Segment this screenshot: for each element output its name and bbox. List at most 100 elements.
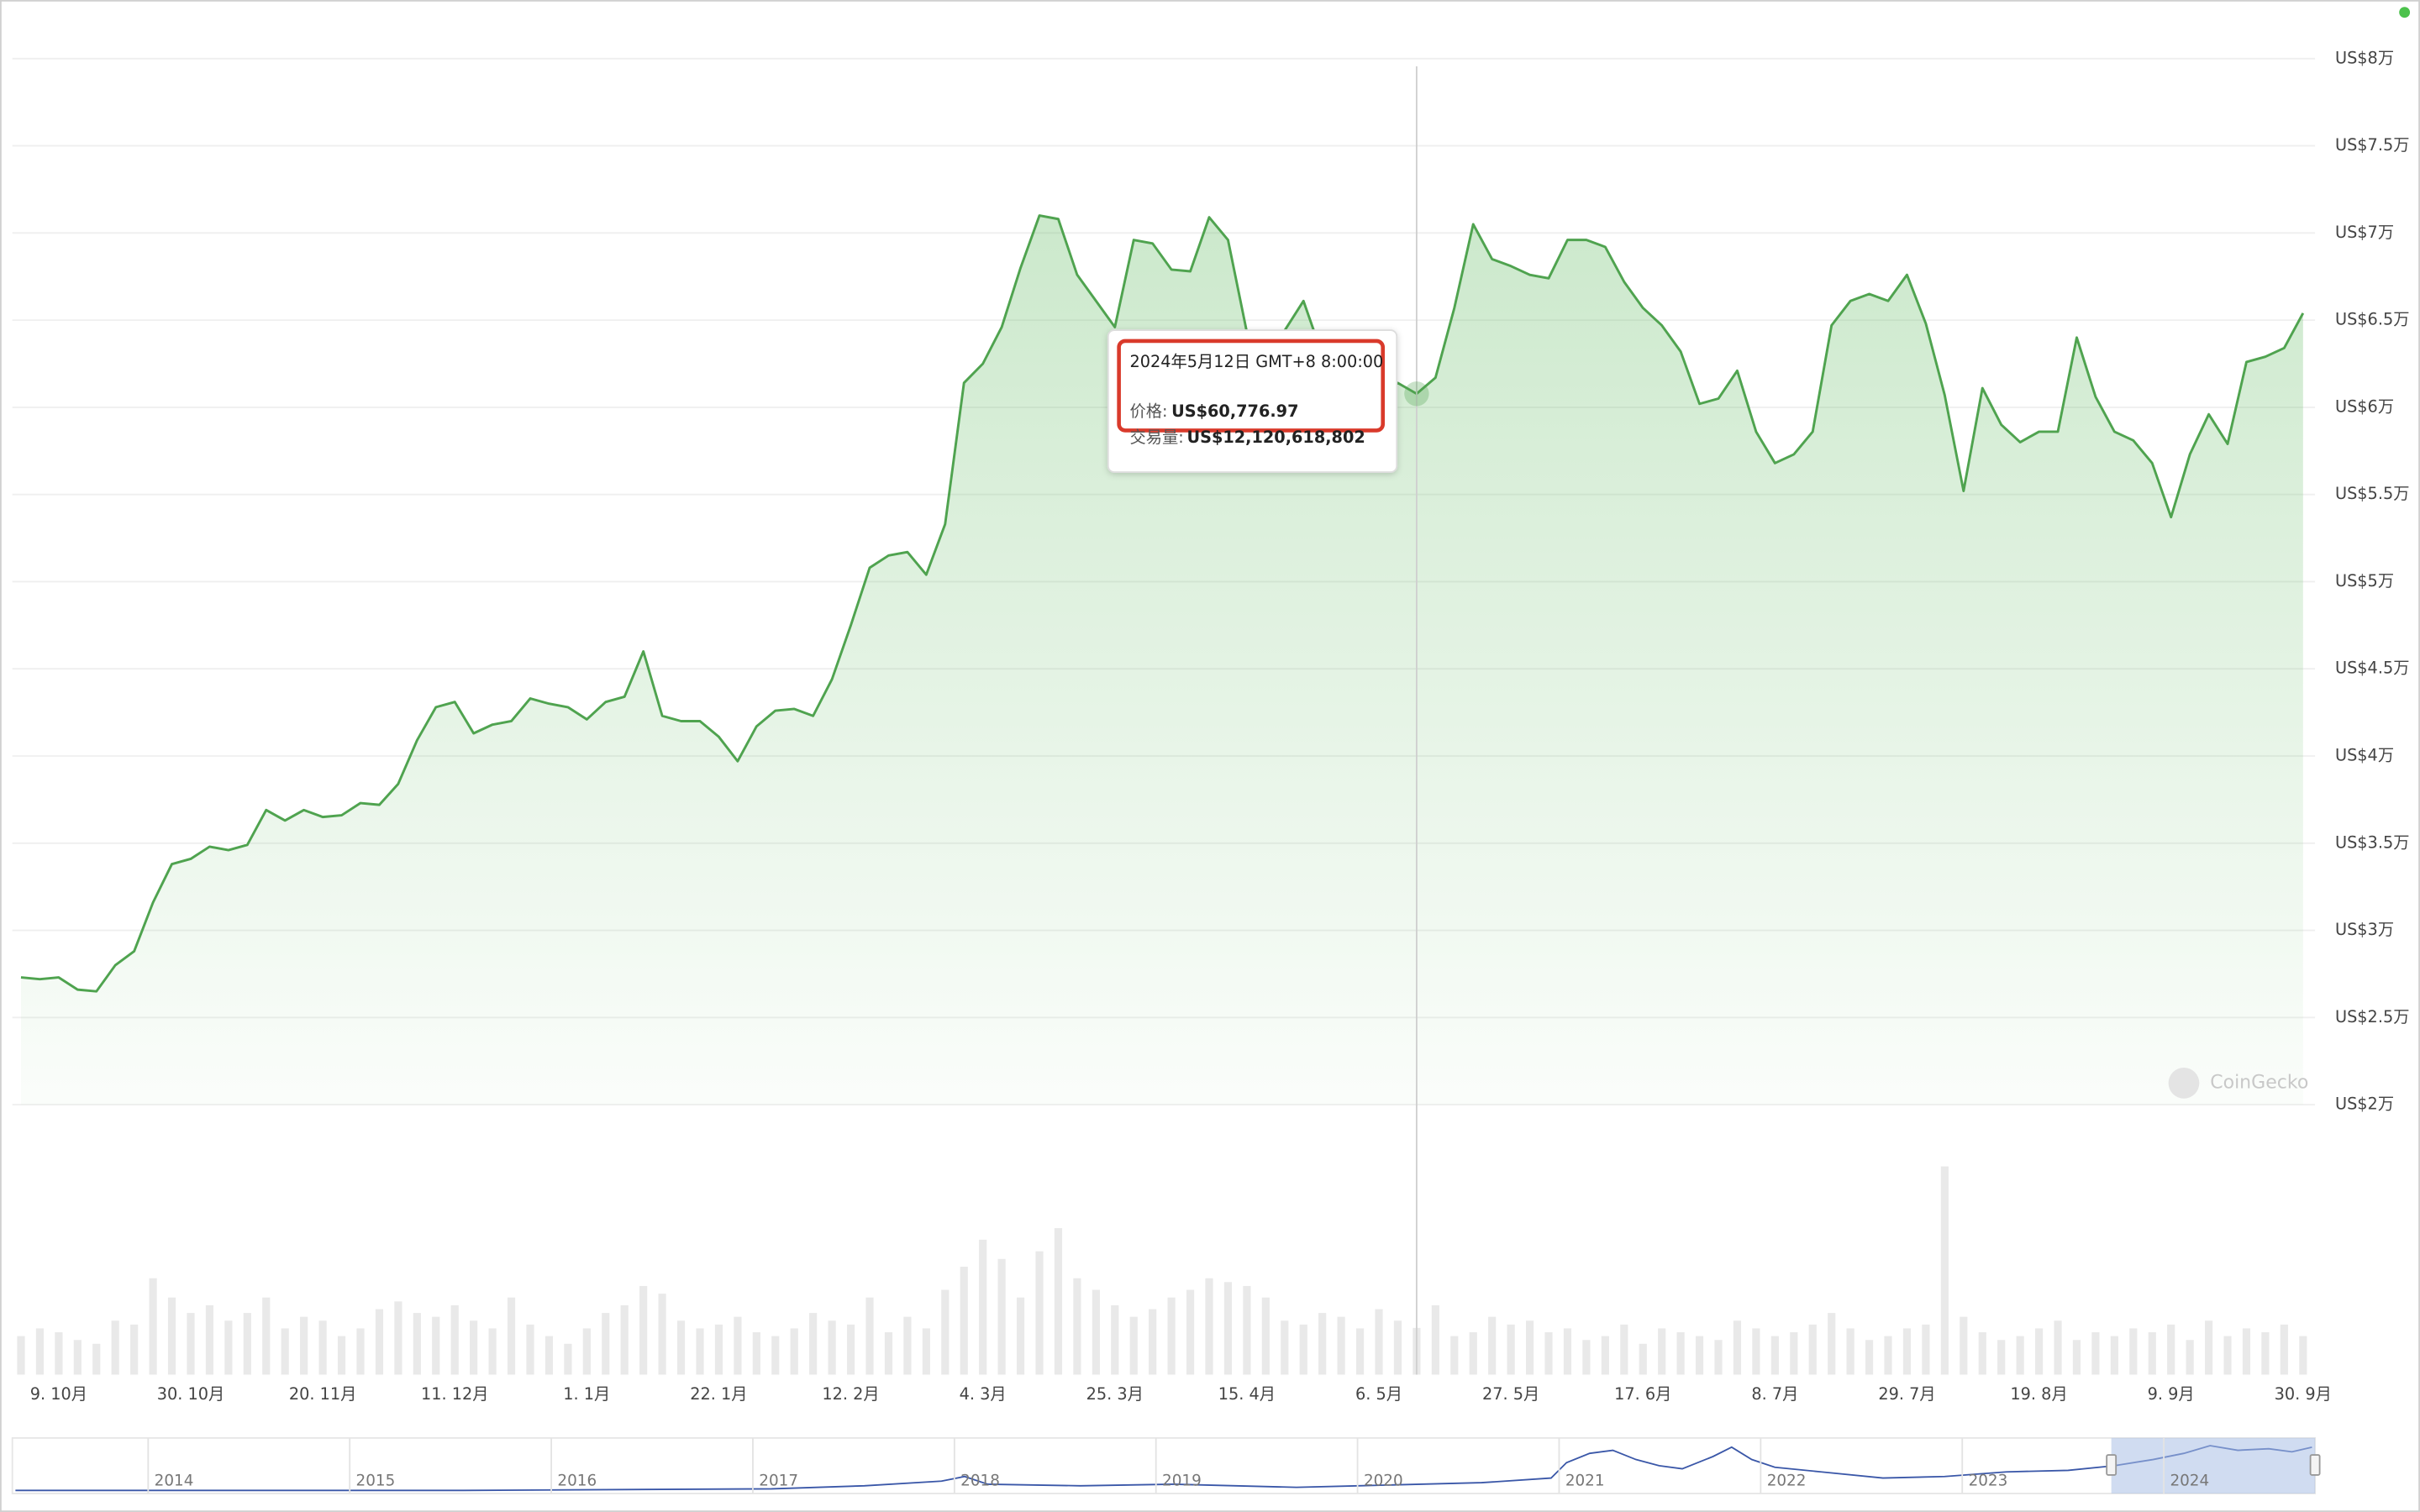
volume-bar <box>1940 1166 1949 1375</box>
volume-bar <box>1620 1324 1628 1375</box>
navigator-handle[interactable] <box>2106 1454 2118 1476</box>
volume-bar <box>1393 1320 1402 1375</box>
volume-bar <box>2261 1332 2270 1375</box>
volume-bar <box>676 1320 686 1375</box>
price-line <box>20 214 2305 993</box>
navigator-year: 2022 <box>1767 1472 1807 1489</box>
navigator-year: 2024 <box>2170 1472 2209 1489</box>
volume-bar <box>1808 1324 1817 1375</box>
navigator-year: 2016 <box>557 1472 597 1489</box>
volume-bar <box>1582 1340 1591 1375</box>
volume-bar <box>167 1297 176 1375</box>
navigator-year: 2015 <box>356 1472 396 1489</box>
volume-bar <box>1243 1285 1251 1375</box>
y-tick-label: US$3万 <box>2335 920 2394 939</box>
y-tick-label: US$2万 <box>2335 1095 2394 1114</box>
volume-bar <box>2129 1328 2138 1375</box>
x-tick-label: 30. 10月 <box>157 1384 225 1404</box>
navigator-selection[interactable] <box>2111 1437 2316 1494</box>
volume-bar <box>1073 1278 1081 1375</box>
volume-bar <box>1733 1320 1742 1375</box>
volume-bar <box>1960 1316 1968 1375</box>
volume-bar <box>1149 1309 1157 1375</box>
volume-bar <box>1035 1251 1044 1375</box>
x-tick-label: 20. 11月 <box>289 1384 357 1404</box>
volume-bar <box>809 1313 818 1375</box>
navigator-year: 2021 <box>1565 1472 1605 1489</box>
volume-bar <box>2204 1320 2213 1375</box>
volume-bar <box>337 1336 346 1375</box>
volume-bar <box>903 1316 912 1375</box>
volume-bar <box>790 1328 798 1375</box>
volume-bar <box>1111 1305 1119 1375</box>
volume-bar <box>714 1324 723 1375</box>
x-tick-label: 8. 7月 <box>1751 1384 1798 1404</box>
navigator-year: 2018 <box>960 1472 1000 1489</box>
volume-bar <box>1507 1324 1515 1375</box>
volume-bar <box>507 1297 516 1375</box>
volume-bar <box>35 1328 45 1375</box>
navigator-year: 2014 <box>155 1472 194 1489</box>
volume-bar <box>2091 1332 2100 1375</box>
volume-bar <box>1469 1332 1477 1375</box>
navigator-year: 2023 <box>1969 1472 2008 1489</box>
volume-bar <box>470 1320 478 1375</box>
volume-bar <box>488 1328 497 1375</box>
volume-bar <box>1431 1305 1439 1375</box>
volume-bar <box>1167 1297 1176 1375</box>
x-tick-label: 4. 3月 <box>960 1384 1007 1404</box>
volume-bar <box>356 1328 365 1375</box>
x-tick-label: 9. 9月 <box>2148 1384 2195 1404</box>
volume-bar <box>1922 1324 1930 1375</box>
volume-bar <box>1281 1320 1289 1375</box>
volume-bar <box>450 1305 459 1375</box>
volume-bar <box>752 1332 760 1375</box>
navigator-year: 2019 <box>1162 1472 1202 1489</box>
y-tick-label: US$7.5万 <box>2335 135 2410 155</box>
x-tick-label: 22. 1月 <box>690 1384 747 1404</box>
volume-bar <box>1790 1332 1798 1375</box>
volume-bar <box>1676 1332 1685 1375</box>
highlight-box <box>1117 339 1386 433</box>
volume-bar <box>526 1324 534 1375</box>
volume-bar <box>1355 1328 1365 1375</box>
y-tick-label: US$8万 <box>2335 48 2394 67</box>
volume-bar <box>1318 1313 1327 1375</box>
volume-bar <box>130 1324 139 1375</box>
volume-bar <box>922 1328 930 1375</box>
volume-bar <box>2148 1332 2156 1375</box>
volume-bar <box>1299 1324 1307 1375</box>
volume-bar <box>1658 1328 1666 1375</box>
volume-bar <box>2054 1320 2062 1375</box>
volume-bar <box>1997 1340 2006 1375</box>
volume-bar <box>1337 1316 1345 1375</box>
volume-bar <box>997 1258 1006 1375</box>
volume-bar <box>2299 1336 2307 1375</box>
x-axis: 9. 10月 30. 10月 20. 11月 11. 12月 1. 1月 22. 1月 12… <box>30 1384 2332 1404</box>
volume-bar <box>1752 1328 1760 1375</box>
volume-bar <box>375 1309 384 1375</box>
navigator-year: 2020 <box>1364 1472 1403 1489</box>
volume-bar <box>1563 1328 1572 1375</box>
volume-bar <box>1695 1336 1704 1375</box>
volume-bar <box>187 1313 195 1375</box>
tooltip: 2024年5月12日 GMT+8 8:00:00 价格: US$60,776.9… <box>1107 329 1398 473</box>
volume-bar <box>960 1266 968 1375</box>
navigator-handle[interactable] <box>2309 1454 2321 1476</box>
volume-bar <box>1902 1328 1912 1375</box>
volume-bar <box>846 1324 855 1375</box>
tooltip-volume-label: 交易量: <box>1129 428 1183 447</box>
volume-bar <box>318 1320 327 1375</box>
tooltip-price: US$60,776.97 <box>1171 402 1298 421</box>
y-tick-label: US$6万 <box>2335 396 2394 416</box>
y-tick-label: US$4万 <box>2335 745 2394 764</box>
volume-bar <box>1714 1340 1723 1375</box>
volume-bar <box>1884 1336 1892 1375</box>
navigator-labels: 2014 2015 2016 2017 2018 2019 2020 2021 2022 2023… <box>147 1437 2209 1494</box>
volume-bar <box>979 1239 987 1375</box>
volume-bar <box>1828 1313 1836 1375</box>
volume-bar <box>1261 1297 1270 1375</box>
volume-bar <box>300 1316 308 1375</box>
volume-bar <box>243 1313 251 1375</box>
